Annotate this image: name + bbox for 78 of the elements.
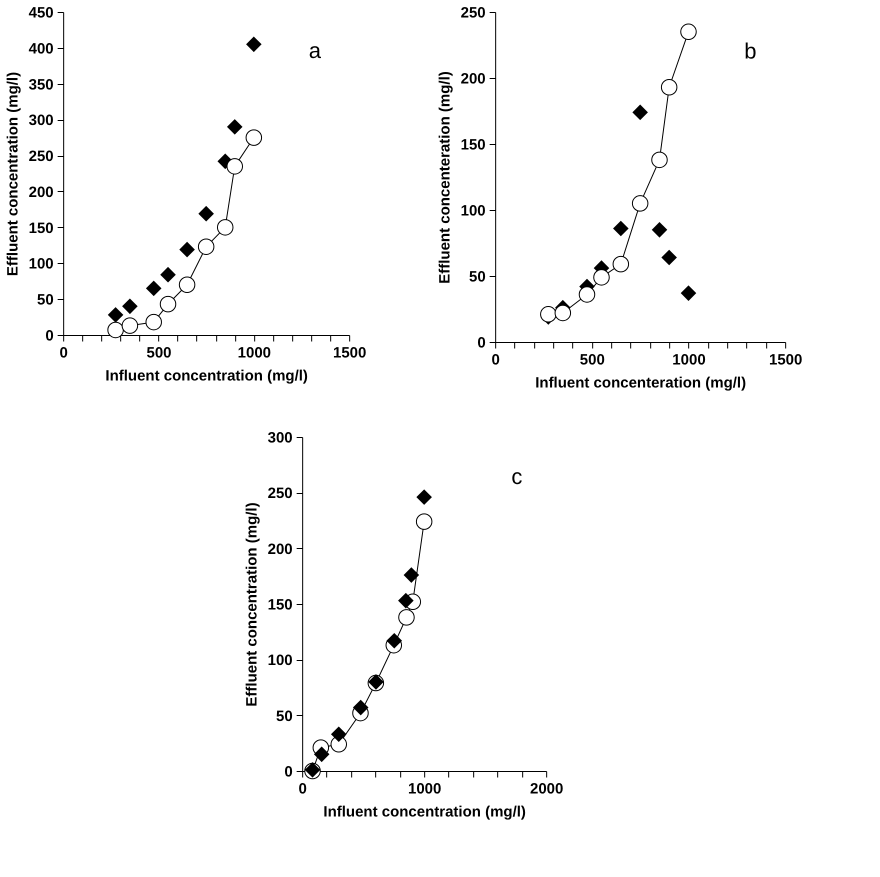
point: [314, 746, 330, 762]
y-tick-label: 200: [460, 70, 486, 88]
x-tick-label: 0: [59, 344, 68, 362]
y-tick-label: 150: [28, 220, 54, 237]
annotation: b: [744, 38, 756, 64]
y-tick-label: 50: [468, 268, 486, 286]
point: [540, 306, 557, 323]
point: [398, 593, 414, 608]
point: [246, 36, 262, 52]
y-tick-label: 50: [276, 708, 293, 725]
x-tick-label: 1500: [768, 352, 802, 368]
point: [178, 276, 196, 293]
y-tick-label: 250: [28, 148, 54, 166]
y-tick-label: 100: [460, 202, 486, 220]
x-tick-label: 1500: [332, 344, 366, 362]
x-tick-label: 500: [146, 344, 172, 362]
point: [122, 298, 138, 314]
y-axis-title: Effluent concentration (mg/l): [244, 502, 261, 707]
point: [386, 633, 402, 648]
point: [122, 317, 138, 334]
point: [632, 195, 648, 212]
point: [198, 238, 214, 255]
x-tick-label: 2000: [530, 780, 564, 798]
y-tick-label: 50: [36, 292, 54, 309]
y-axis-title: Effluent concenteration (mg/l): [436, 71, 454, 284]
x-tick-label: 1000: [672, 352, 706, 368]
point: [331, 726, 346, 742]
point: [680, 286, 696, 301]
point: [632, 104, 648, 120]
point: [593, 269, 610, 286]
point: [353, 700, 368, 716]
y-tick-label: 200: [28, 184, 54, 201]
x-axis-title: Influent concentration (mg/l): [105, 368, 308, 384]
y-tick-label: 150: [460, 136, 486, 154]
point: [145, 314, 162, 330]
point: [578, 286, 596, 303]
y-tick-label: 0: [45, 328, 54, 344]
point: [226, 158, 244, 175]
point: [554, 304, 572, 322]
y-tick-label: 100: [268, 652, 293, 670]
x-tick-label: 0: [491, 352, 500, 368]
point: [651, 152, 668, 168]
annotation: c: [511, 464, 522, 490]
point: [612, 256, 630, 272]
point: [108, 307, 124, 322]
y-tick-label: 350: [28, 76, 54, 94]
x-tick-label: 1000: [238, 344, 272, 362]
y-tick-label: 450: [28, 4, 54, 22]
y-tick-label: 400: [28, 40, 54, 58]
x-tick-label: 1000: [408, 780, 442, 798]
x-tick-label: 500: [580, 352, 605, 368]
annotation: a: [308, 38, 322, 63]
point: [662, 250, 677, 266]
point: [146, 280, 162, 296]
y-axis-title: Effluent concentration (mg/l): [4, 72, 22, 276]
x-axis-title: Influent concentration (mg/l): [323, 804, 526, 820]
y-tick-label: 250: [460, 4, 486, 22]
point: [227, 119, 242, 134]
y-tick-label: 0: [284, 764, 293, 780]
y-tick-label: 300: [268, 430, 293, 446]
point: [404, 567, 419, 583]
point: [398, 609, 415, 626]
point: [198, 206, 214, 222]
y-tick-label: 100: [28, 256, 54, 273]
point: [660, 79, 678, 96]
point: [416, 490, 432, 505]
y-tick-label: 150: [268, 596, 293, 614]
point: [160, 296, 176, 312]
point: [613, 220, 628, 236]
point: [216, 219, 234, 236]
point: [652, 222, 668, 238]
y-tick-label: 200: [268, 540, 293, 558]
x-axis-title: Influent concenteration (mg/l): [535, 374, 746, 392]
x-tick-label: 0: [298, 780, 307, 798]
y-tick-label: 300: [28, 112, 54, 130]
y-tick-label: 250: [268, 485, 293, 502]
point: [180, 242, 195, 258]
point: [160, 267, 176, 282]
